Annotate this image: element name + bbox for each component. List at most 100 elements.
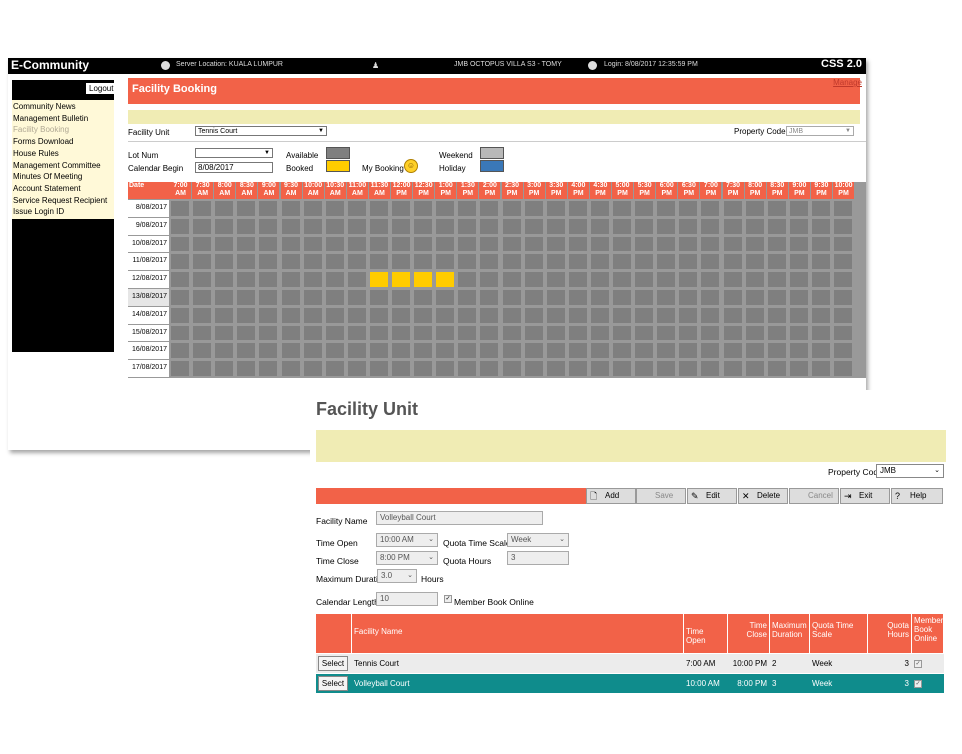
available-slot[interactable]	[325, 361, 344, 376]
available-slot[interactable]	[635, 325, 654, 341]
available-slot[interactable]	[657, 361, 676, 376]
available-slot[interactable]	[414, 218, 433, 234]
available-slot[interactable]	[369, 201, 388, 216]
available-slot[interactable]	[789, 218, 808, 234]
available-slot[interactable]	[480, 361, 499, 376]
available-slot[interactable]	[613, 343, 632, 359]
available-slot[interactable]	[546, 236, 565, 252]
select-button[interactable]: Select	[318, 656, 348, 671]
available-slot[interactable]	[789, 272, 808, 287]
available-slot[interactable]	[767, 254, 786, 270]
available-slot[interactable]	[568, 254, 587, 270]
available-slot[interactable]	[613, 361, 632, 376]
available-slot[interactable]	[679, 290, 698, 305]
available-slot[interactable]	[635, 254, 654, 270]
available-slot[interactable]	[767, 343, 786, 359]
available-slot[interactable]	[193, 254, 212, 270]
available-slot[interactable]	[414, 325, 433, 341]
available-slot[interactable]	[281, 218, 300, 234]
available-slot[interactable]	[215, 307, 234, 323]
available-slot[interactable]	[392, 218, 411, 234]
available-slot[interactable]	[259, 272, 278, 287]
sidebar-item[interactable]: Forms Download	[13, 137, 74, 147]
property-code-select[interactable]: JMB ⌄	[876, 464, 944, 478]
available-slot[interactable]	[679, 254, 698, 270]
available-slot[interactable]	[723, 236, 742, 252]
cancel-button[interactable]: Cancel	[789, 488, 839, 504]
available-slot[interactable]	[414, 290, 433, 305]
available-slot[interactable]	[215, 343, 234, 359]
available-slot[interactable]	[281, 307, 300, 323]
available-slot[interactable]	[303, 343, 322, 359]
available-slot[interactable]	[613, 218, 632, 234]
available-slot[interactable]	[524, 343, 543, 359]
available-slot[interactable]	[701, 290, 720, 305]
available-slot[interactable]	[281, 361, 300, 376]
available-slot[interactable]	[613, 236, 632, 252]
available-slot[interactable]	[215, 325, 234, 341]
available-slot[interactable]	[811, 236, 830, 252]
available-slot[interactable]	[568, 325, 587, 341]
member-book-online-checkbox[interactable]: ✓	[912, 675, 943, 693]
available-slot[interactable]	[369, 343, 388, 359]
available-slot[interactable]	[436, 343, 455, 359]
available-slot[interactable]	[590, 201, 609, 216]
available-slot[interactable]	[259, 343, 278, 359]
available-slot[interactable]	[789, 307, 808, 323]
booked-slot[interactable]	[436, 272, 455, 287]
calendar-begin-input[interactable]: 8/08/2017	[195, 162, 273, 173]
available-slot[interactable]	[590, 307, 609, 323]
available-slot[interactable]	[613, 307, 632, 323]
available-slot[interactable]	[723, 218, 742, 234]
available-slot[interactable]	[325, 218, 344, 234]
logout-button[interactable]: Logout	[86, 83, 114, 94]
available-slot[interactable]	[745, 361, 764, 376]
available-slot[interactable]	[613, 201, 632, 216]
available-slot[interactable]	[281, 343, 300, 359]
available-slot[interactable]	[568, 343, 587, 359]
available-slot[interactable]	[834, 254, 853, 270]
available-slot[interactable]	[171, 361, 190, 376]
available-slot[interactable]	[701, 325, 720, 341]
available-slot[interactable]	[568, 236, 587, 252]
available-slot[interactable]	[524, 272, 543, 287]
lot-num-select[interactable]: ▼	[195, 148, 273, 158]
available-slot[interactable]	[723, 290, 742, 305]
available-slot[interactable]	[347, 290, 366, 305]
available-slot[interactable]	[436, 254, 455, 270]
sidebar-item[interactable]: Community News	[13, 102, 76, 111]
available-slot[interactable]	[657, 325, 676, 341]
available-slot[interactable]	[524, 361, 543, 376]
available-slot[interactable]	[635, 343, 654, 359]
available-slot[interactable]	[635, 201, 654, 216]
available-slot[interactable]	[436, 236, 455, 252]
available-slot[interactable]	[215, 236, 234, 252]
available-slot[interactable]	[369, 325, 388, 341]
available-slot[interactable]	[171, 343, 190, 359]
available-slot[interactable]	[171, 272, 190, 287]
available-slot[interactable]	[303, 272, 322, 287]
available-slot[interactable]	[458, 236, 477, 252]
available-slot[interactable]	[325, 272, 344, 287]
delete-button[interactable]: ✕ Delete	[738, 488, 788, 504]
available-slot[interactable]	[635, 218, 654, 234]
available-slot[interactable]	[303, 254, 322, 270]
available-slot[interactable]	[811, 254, 830, 270]
available-slot[interactable]	[347, 361, 366, 376]
available-slot[interactable]	[347, 343, 366, 359]
available-slot[interactable]	[546, 343, 565, 359]
available-slot[interactable]	[811, 343, 830, 359]
available-slot[interactable]	[259, 290, 278, 305]
available-slot[interactable]	[811, 290, 830, 305]
available-slot[interactable]	[259, 325, 278, 341]
available-slot[interactable]	[193, 343, 212, 359]
available-slot[interactable]	[259, 307, 278, 323]
available-slot[interactable]	[590, 236, 609, 252]
available-slot[interactable]	[679, 272, 698, 287]
available-slot[interactable]	[171, 254, 190, 270]
edit-button[interactable]: ✎ Edit	[687, 488, 737, 504]
available-slot[interactable]	[834, 218, 853, 234]
available-slot[interactable]	[679, 201, 698, 216]
available-slot[interactable]	[568, 272, 587, 287]
available-slot[interactable]	[369, 236, 388, 252]
